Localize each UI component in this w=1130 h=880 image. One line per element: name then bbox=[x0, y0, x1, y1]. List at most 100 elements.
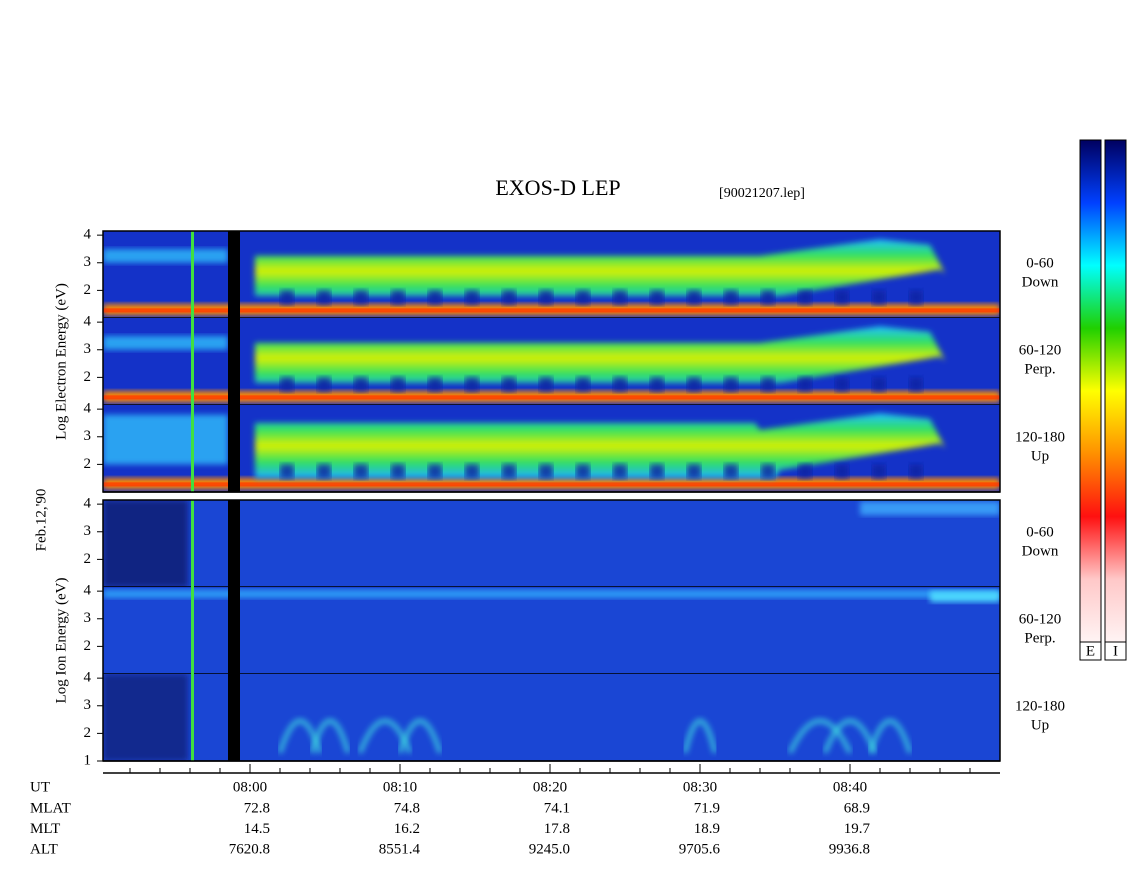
band-hole bbox=[798, 290, 812, 305]
band-hole bbox=[724, 464, 738, 479]
color-bar-label: E bbox=[1086, 643, 1095, 659]
band-hole bbox=[280, 290, 294, 305]
ephemeris-value: 72.8 bbox=[244, 800, 270, 816]
band-hole bbox=[502, 290, 516, 305]
noise-region bbox=[103, 674, 188, 761]
ephemeris-value: 19.7 bbox=[844, 821, 871, 837]
top-band bbox=[103, 589, 1000, 599]
y-tick-label: 4 bbox=[84, 670, 92, 686]
panel-background bbox=[103, 500, 1000, 587]
ephemeris-value: 17.8 bbox=[544, 821, 570, 837]
band-hole bbox=[909, 377, 923, 392]
date-label: Feb.12,'90 bbox=[33, 489, 49, 552]
band-hole bbox=[687, 290, 701, 305]
arc-feature bbox=[397, 718, 443, 754]
band-hole bbox=[687, 377, 701, 392]
x-axis-label: UT bbox=[30, 779, 50, 795]
group-frame bbox=[102, 499, 1001, 762]
panel-background bbox=[103, 587, 1000, 674]
low-energy-core bbox=[103, 395, 1000, 400]
panel bbox=[103, 674, 1000, 761]
early-band bbox=[103, 414, 228, 465]
band-hole bbox=[465, 290, 479, 305]
main-band bbox=[255, 239, 960, 303]
band-hole bbox=[391, 377, 405, 392]
band-hole bbox=[761, 377, 775, 392]
ephemeris-value: 9705.6 bbox=[679, 841, 721, 857]
panel-label: 60-120 bbox=[1019, 611, 1062, 627]
panel-label: 120-180 bbox=[1015, 698, 1065, 714]
ephemeris-value: 16.2 bbox=[394, 821, 420, 837]
x-tick-label: 08:30 bbox=[683, 779, 717, 795]
ephemeris-value: 71.9 bbox=[694, 800, 720, 816]
x-tick-label: 08:20 bbox=[533, 779, 567, 795]
color-bar-label: I bbox=[1113, 643, 1118, 659]
panel-label: 0-60 bbox=[1026, 524, 1054, 540]
y-tick-label: 2 bbox=[84, 282, 92, 298]
panel bbox=[103, 231, 1000, 318]
file-name: [90021207.lep] bbox=[719, 186, 805, 201]
y-tick-label: 2 bbox=[84, 725, 92, 741]
band-hole bbox=[539, 464, 553, 479]
ephemeris-value: 8551.4 bbox=[379, 841, 421, 857]
y-tick-label: 2 bbox=[84, 456, 92, 472]
band-hole bbox=[465, 377, 479, 392]
arc-feature bbox=[682, 718, 718, 754]
data-gap bbox=[228, 231, 240, 492]
ephemeris-value: 9245.0 bbox=[529, 841, 570, 857]
y-tick-label: 4 bbox=[84, 401, 92, 417]
band-hole bbox=[613, 464, 627, 479]
ephemeris-value: 18.9 bbox=[694, 821, 720, 837]
ephemeris-value: 68.9 bbox=[844, 800, 870, 816]
band-hole bbox=[613, 290, 627, 305]
chart-title: EXOS-D LEP bbox=[495, 175, 620, 200]
panel-label: Down bbox=[1022, 543, 1059, 559]
y-tick-label: 2 bbox=[84, 369, 92, 385]
band-hole bbox=[872, 464, 886, 479]
x-tick-label: 08:00 bbox=[233, 779, 267, 795]
band-hole bbox=[317, 464, 331, 479]
band-hole bbox=[835, 290, 849, 305]
y-axis-label: Log Electron Energy (eV) bbox=[53, 283, 69, 440]
panel-label: Perp. bbox=[1024, 630, 1055, 646]
band-hole bbox=[354, 290, 368, 305]
panel bbox=[103, 405, 1000, 492]
panel bbox=[103, 500, 1000, 587]
ephemeris-value: 74.1 bbox=[544, 800, 570, 816]
y-tick-label: 2 bbox=[84, 638, 92, 654]
arc-feature bbox=[309, 718, 351, 754]
band-hole bbox=[650, 464, 664, 479]
band-hole bbox=[502, 377, 516, 392]
band-hole bbox=[724, 377, 738, 392]
band-hole bbox=[798, 377, 812, 392]
band-hole bbox=[909, 290, 923, 305]
band-hole bbox=[761, 464, 775, 479]
group-frame bbox=[102, 230, 1001, 493]
spike-line bbox=[191, 500, 194, 761]
band-hole bbox=[576, 290, 590, 305]
band-hole bbox=[835, 464, 849, 479]
band-hole bbox=[317, 377, 331, 392]
panel-label: 120-180 bbox=[1015, 429, 1065, 445]
y-tick-label: 3 bbox=[84, 610, 92, 626]
arc-feature bbox=[787, 718, 853, 754]
early-band bbox=[103, 335, 228, 350]
band-hole bbox=[650, 377, 664, 392]
band-hole bbox=[280, 377, 294, 392]
arc-feature bbox=[867, 718, 913, 754]
panel bbox=[103, 318, 1000, 405]
band-hole bbox=[354, 377, 368, 392]
band-hole bbox=[650, 290, 664, 305]
band-hole bbox=[502, 464, 516, 479]
band-hole bbox=[391, 464, 405, 479]
band-hole bbox=[391, 290, 405, 305]
panel-label: 60-120 bbox=[1019, 342, 1062, 358]
band-hole bbox=[872, 290, 886, 305]
band-hole bbox=[280, 464, 294, 479]
color-bar-label-box bbox=[1079, 641, 1102, 661]
band-hole bbox=[354, 464, 368, 479]
spike-line bbox=[191, 231, 194, 492]
band-hole bbox=[798, 464, 812, 479]
y-tick-label: 3 bbox=[84, 254, 92, 270]
